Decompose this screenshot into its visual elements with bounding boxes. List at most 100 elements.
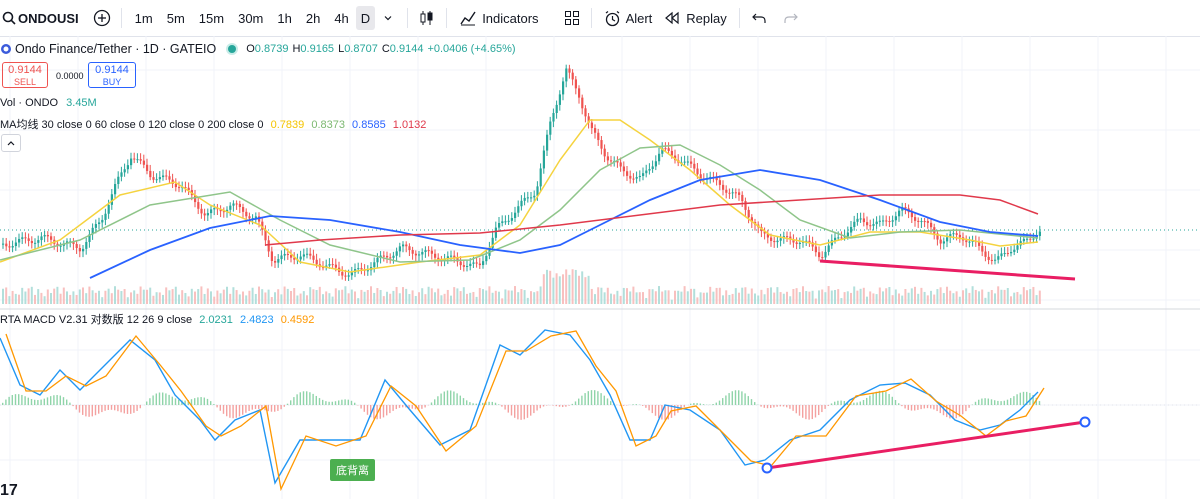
interval-4h[interactable]: 4h: [327, 0, 355, 36]
candle-body: [572, 73, 574, 80]
interval-2h[interactable]: 2h: [299, 0, 327, 36]
ma30-line: [0, 120, 1038, 272]
volume-bar: [728, 295, 730, 304]
volume-bar: [725, 290, 727, 304]
macd-histogram-bar: [821, 405, 822, 412]
candle-body: [869, 225, 871, 226]
macd-histogram-bar: [293, 397, 294, 405]
candle-body: [786, 236, 788, 237]
interval-15m[interactable]: 15m: [192, 0, 231, 36]
volume-bar: [44, 296, 46, 304]
candle-body: [530, 197, 532, 198]
macd-histogram-bar: [652, 405, 653, 413]
candle-body: [114, 184, 116, 194]
volume-bar: [757, 295, 759, 304]
volume-bar: [844, 292, 846, 304]
candle-body: [818, 252, 820, 257]
macd-histogram-bar: [716, 403, 717, 405]
volume-bar: [232, 287, 234, 304]
volume-bar: [552, 278, 554, 304]
macd-histogram-bar: [514, 405, 515, 418]
volume-bar: [88, 287, 90, 304]
volume-bar: [204, 294, 206, 304]
candle-body: [770, 237, 772, 240]
candle-body: [655, 161, 657, 166]
candle-body: [367, 270, 369, 271]
macd-histogram-bar: [520, 405, 521, 420]
macd-histogram-bar: [130, 405, 131, 414]
macd-histogram-bar: [5, 400, 6, 405]
volume-bar: [312, 289, 314, 304]
volume-bar: [828, 286, 830, 304]
macd-histogram-bar: [872, 393, 873, 405]
volume-bar: [840, 298, 842, 304]
macd-histogram-bar: [831, 403, 832, 405]
candle-body: [207, 213, 209, 215]
macd-histogram-bar: [642, 405, 643, 406]
plus-circle-icon: [93, 9, 111, 27]
interval-1m[interactable]: 1m: [128, 0, 160, 36]
candle-body: [8, 246, 10, 247]
price-chart[interactable]: [0, 36, 1200, 499]
layouts-button[interactable]: [559, 0, 585, 36]
macd-histogram-bar: [543, 405, 544, 407]
interval-1d[interactable]: D: [356, 6, 375, 30]
status-dot-icon: [228, 45, 236, 53]
candle-body: [117, 177, 119, 184]
symbol-search[interactable]: ONDOUSI: [0, 0, 79, 36]
macd-histogram-bar: [584, 393, 585, 405]
ma-label: MA均线 30 close 0 60 close 0 120 close 0 2…: [0, 119, 264, 131]
volume-bar: [316, 290, 318, 304]
macd-histogram-bar: [236, 405, 237, 418]
volume-bar: [162, 295, 164, 304]
chart-type-button[interactable]: [414, 0, 440, 36]
volume-bar: [562, 274, 564, 304]
interval-5m[interactable]: 5m: [160, 0, 192, 36]
volume-bar: [690, 289, 692, 304]
interval-30m[interactable]: 30m: [231, 0, 270, 36]
macd-histogram-bar: [978, 400, 979, 405]
macd-histogram-bar: [924, 405, 925, 408]
sell-button[interactable]: 0.9144 SELL: [2, 62, 48, 88]
undo-button[interactable]: [746, 0, 772, 36]
macd-histogram-bar: [341, 400, 342, 405]
candle-body: [796, 242, 798, 244]
macd-histogram-bar: [309, 392, 310, 405]
interval-1h[interactable]: 1h: [270, 0, 298, 36]
volume-bar: [181, 290, 183, 304]
candle-body: [165, 176, 167, 177]
volume-bar: [652, 289, 654, 304]
volume-bar: [744, 287, 746, 304]
volume-bar: [159, 292, 161, 304]
replay-button[interactable]: Replay: [658, 0, 732, 36]
candle-body: [156, 179, 158, 180]
candle-body: [722, 185, 724, 190]
compare-add-button[interactable]: [89, 0, 115, 36]
volume-bar: [693, 289, 695, 304]
volume-bar: [802, 286, 804, 304]
macd-histogram-bar: [98, 405, 99, 414]
collapse-legend-button[interactable]: [1, 134, 21, 152]
candle-body: [892, 220, 894, 221]
candle-body: [146, 165, 148, 171]
macd-histogram-bar: [460, 396, 461, 405]
volume-bar: [127, 297, 129, 304]
macd-histogram-bar: [213, 404, 214, 405]
macd-histogram-bar: [796, 405, 797, 413]
redo-button[interactable]: [778, 0, 804, 36]
macd-histogram-bar: [936, 405, 937, 411]
indicators-button[interactable]: Indicators: [453, 0, 544, 36]
candle-body: [1007, 253, 1009, 254]
volume-bar: [408, 294, 410, 304]
macd-histogram-bar: [296, 394, 297, 405]
candle-body: [639, 176, 641, 177]
interval-dropdown[interactable]: [375, 0, 401, 36]
buy-button[interactable]: 0.9144 BUY: [88, 62, 136, 88]
volume-bar: [117, 290, 119, 304]
candle-body: [988, 257, 990, 260]
macd-histogram-bar: [876, 392, 877, 405]
volume-bar: [373, 293, 375, 304]
volume-bar: [543, 274, 545, 304]
alert-button[interactable]: Alert: [598, 0, 659, 36]
candle-body: [668, 148, 670, 151]
